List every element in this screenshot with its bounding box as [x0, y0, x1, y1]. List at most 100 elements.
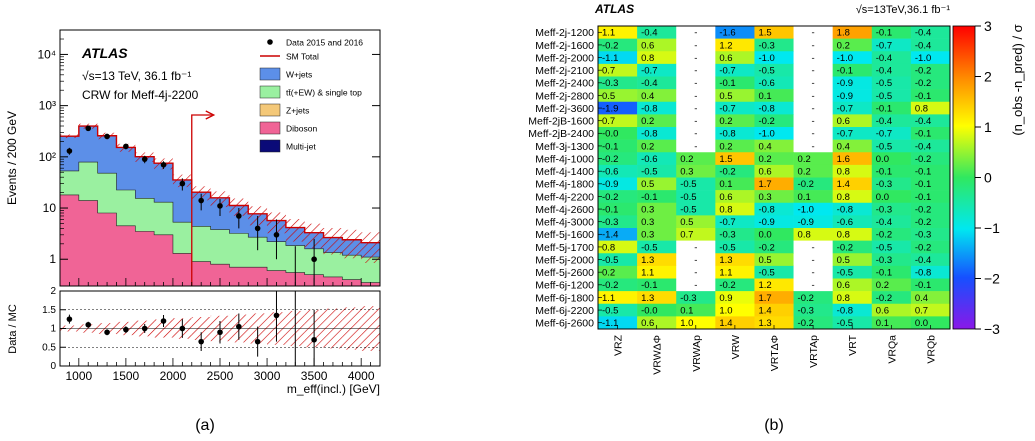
heatmap-cell-value: -0.1	[915, 192, 931, 203]
heatmap-cell-value: -0.0	[641, 305, 657, 316]
region-label: CRW for Meff-4j-2200	[82, 88, 199, 102]
heatmap-cell-value: 1.0	[719, 305, 732, 316]
legend-label: Z+jets	[286, 106, 309, 116]
column-label: VRQa	[886, 335, 898, 364]
heatmap-cell-value: -0.2	[915, 242, 931, 253]
heatmap-cell-value: 1.1	[641, 268, 654, 279]
heatmap-cell-value: -0.8	[719, 129, 735, 140]
heatmap-cell-value: -	[694, 268, 697, 279]
heatmap-cell-value: -0.2	[798, 293, 814, 304]
heatmap-cell-value: 1.0	[680, 318, 693, 329]
heatmap-cell-value: -0.7	[719, 217, 735, 228]
heatmap-cell-value: 1.1	[602, 293, 615, 304]
panel-b-heatmap: ATLAS √s=13TeV,36.1 fb⁻¹ 1.1 -0.4- -1.6 1.5…	[528, 2, 1025, 434]
heatmap-cell-value: -0.2	[758, 116, 774, 127]
row-label: Meff-2j-2100	[535, 65, 594, 77]
heatmap-cell-value: -0.5	[876, 91, 892, 102]
heatmap-cell-value: -	[812, 91, 815, 102]
heatmap-cell-value: -	[812, 103, 815, 114]
heatmap-cell-value: 0.2	[602, 268, 615, 279]
heatmap-cell-value: -0.1	[915, 167, 931, 178]
heatmap-cell-value: -	[694, 103, 697, 114]
heatmap-cell-value: 0.4	[641, 91, 654, 102]
heatmap-cell-value: -0.1	[837, 66, 853, 77]
x-tick-label: 2500	[207, 369, 234, 383]
ratio-y-tick-label: 1	[50, 324, 56, 335]
uncertainty-bin	[342, 230, 361, 258]
ratio-y-tick-label: 1.5	[42, 305, 56, 316]
heatmap-cell-value: -0.4	[915, 255, 931, 266]
column-label: VRZ	[613, 334, 625, 356]
heatmap-cell-value: -1.6	[719, 28, 735, 39]
heatmap-cell-value: -0.1	[915, 280, 931, 291]
heatmap-cell-value: 0.2	[719, 141, 732, 152]
heatmap-cell-value: -0.5	[719, 242, 735, 253]
data-point	[123, 144, 129, 150]
heatmap-cell-value: 0.7	[602, 66, 615, 77]
heatmap-cell-value: -0.1	[641, 280, 657, 291]
row-label: Meff-5j-1700	[535, 242, 594, 254]
row-label: Meff-6j-1200	[535, 280, 594, 292]
heatmap-cell-value: -0.2	[602, 154, 618, 165]
legend-label: W+jets	[286, 70, 312, 80]
heatmap-cell-value: 0.0	[876, 192, 889, 203]
heatmap-cell-value: -1.4	[602, 230, 618, 241]
heatmap-cell-value: 0.3	[641, 204, 654, 215]
heatmap-cell-value: 0.5	[719, 91, 732, 102]
legend-marker-data	[267, 39, 273, 45]
heatmap-cell-value: -	[694, 66, 697, 77]
heatmap-cell-value: -0.5	[602, 255, 618, 266]
heatmap-cell-value: -0.6	[758, 78, 774, 89]
row-label: Meff-5j-2000	[535, 254, 594, 266]
heatmap-cell-value: -0.2	[798, 318, 814, 329]
heatmap-cell-value: -0.4	[915, 28, 931, 39]
heatmap-cell-value: -0.9	[602, 179, 618, 190]
heatmap-cell-value: 0.3	[758, 192, 771, 203]
heatmap-cell-value: -0.2	[915, 154, 931, 165]
heatmap-cell-value: -0.4	[641, 28, 657, 39]
heatmap-cell-value: -0.9	[758, 217, 774, 228]
heatmap-cell-value: -	[694, 40, 697, 51]
heatmap-cell-value: 0.2	[641, 116, 654, 127]
row-label: Meff-2j-2800	[535, 90, 594, 102]
x-tick-label: 3000	[254, 369, 281, 383]
heatmap-cell-value: 0.1	[758, 91, 771, 102]
uncertainty-bin	[286, 219, 305, 242]
heatmap-cell-value: 0.6	[758, 167, 771, 178]
y-tick-label: 1	[49, 252, 56, 266]
ratio-point	[236, 324, 242, 330]
heatmap-cell-value: -0.1	[915, 91, 931, 102]
heatmap-cell-value: -1.1	[602, 53, 618, 64]
heatmap-cell-value: -	[694, 129, 697, 140]
data-point	[311, 256, 317, 262]
column-label: VRT	[847, 334, 859, 355]
colorbar-tick-label: 1	[984, 119, 992, 135]
colorbar	[953, 26, 975, 329]
heatmap-cell-value: -	[812, 116, 815, 127]
heatmap-cell-value: 1.2	[719, 40, 732, 51]
heatmap-cell-value: 0.5	[602, 91, 615, 102]
heatmap-cell-value: 1.6	[837, 154, 850, 165]
ratio-point	[104, 329, 110, 335]
legend-swatch	[260, 104, 280, 116]
column-label: VRWΔΦ	[652, 335, 664, 375]
heatmap-cell-value: -0.5	[837, 268, 853, 279]
heatmap-cell-value: 1.8	[837, 28, 850, 39]
heatmap-cell-value: -	[812, 255, 815, 266]
heatmap-cell-value: -0.3	[798, 305, 814, 316]
heatmap-cell-value: 0.2	[680, 154, 693, 165]
row-label: Meff-2jB-1600	[528, 116, 594, 128]
heatmap-cell-value: -0.1	[602, 141, 618, 152]
heatmap-cell-value: -0.5	[758, 268, 774, 279]
heatmap-cell-value: -0.1	[915, 179, 931, 190]
heatmap-cell-value: -1.0	[758, 53, 774, 64]
heatmap-cell-value: 0.5	[758, 255, 771, 266]
heatmap-cell-value: -0.5	[680, 179, 696, 190]
heatmap-cell-value: -0.2	[915, 66, 931, 77]
row-label: Meff-4j-2600	[535, 204, 594, 216]
heatmap-cell-value: 0.1	[680, 305, 693, 316]
heatmap-cell-value: 0.7	[915, 305, 928, 316]
heatmap-cell-value: 0.2	[837, 40, 850, 51]
heatmap-cell-value: 0.6	[837, 280, 850, 291]
